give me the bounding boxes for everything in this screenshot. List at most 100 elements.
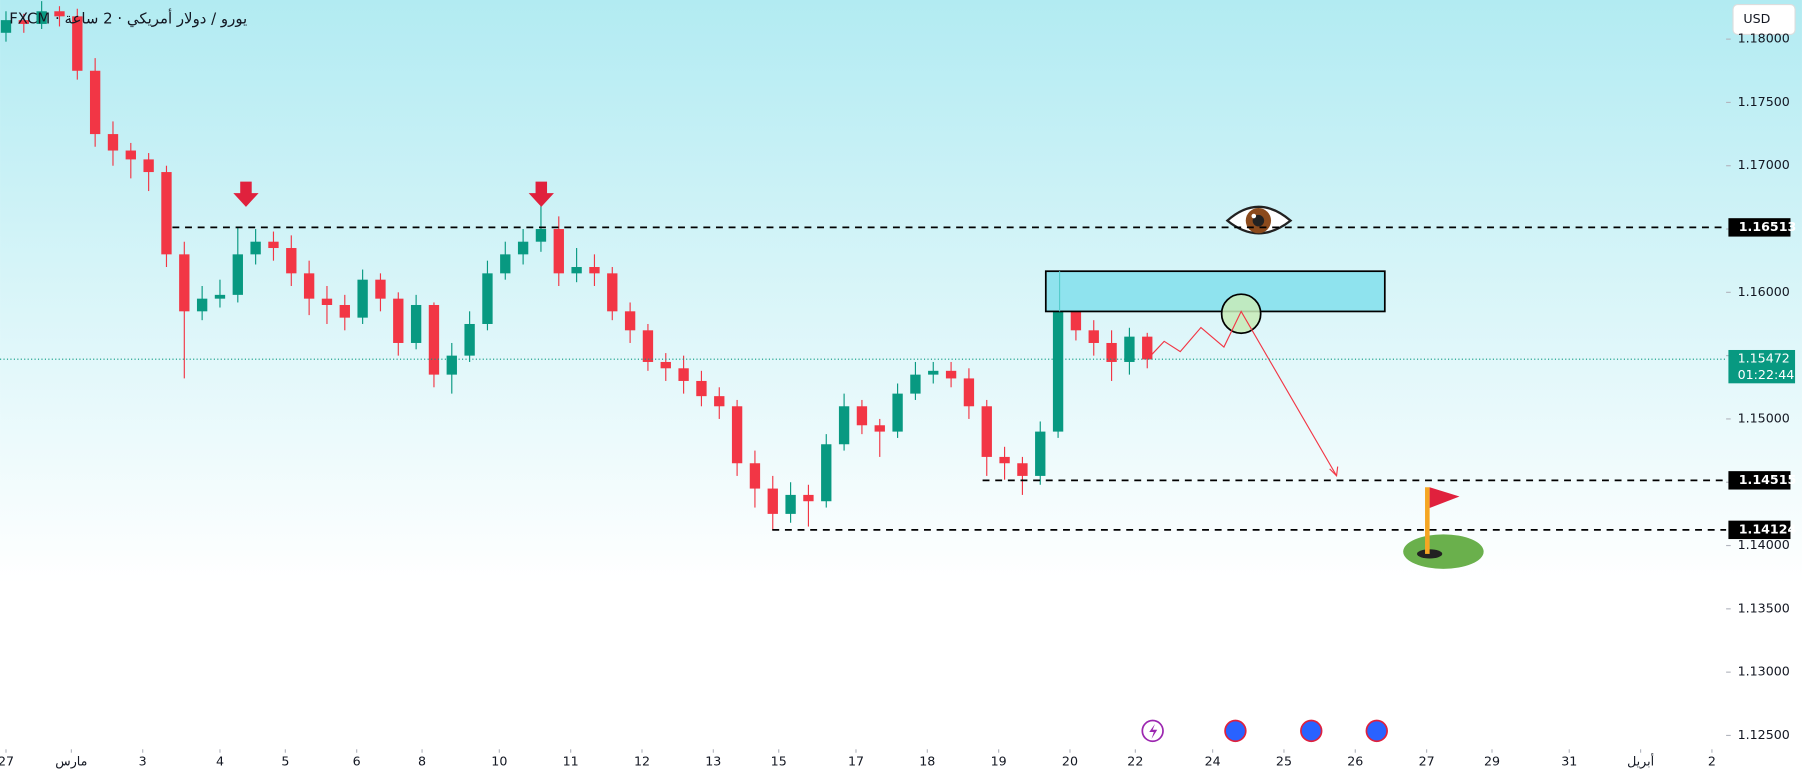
candle-body	[535, 229, 547, 242]
y-tick-label: 1.17000	[1738, 157, 1790, 172]
level-label: 1.14124	[1739, 521, 1797, 536]
down-arrow	[528, 181, 554, 207]
candle-body	[179, 254, 190, 312]
candle-body	[928, 370, 939, 375]
candle-body	[125, 150, 136, 160]
last-price-label: 1.15472	[1738, 351, 1790, 366]
candle-body	[945, 370, 957, 379]
candle-body	[1035, 431, 1046, 476]
candle-body	[963, 378, 975, 407]
x-tick-label: 27	[0, 753, 14, 768]
x-tick-label: 11	[563, 753, 579, 768]
x-tick-label: 13	[705, 753, 721, 768]
projection-path	[1146, 310, 1338, 477]
candle-body	[1017, 463, 1028, 476]
candle-body	[72, 16, 83, 71]
candle-body	[196, 298, 208, 312]
x-tick-label: مارس	[55, 753, 87, 769]
x-tick-label: 12	[634, 753, 650, 768]
candle-body	[874, 425, 885, 432]
candle-body	[999, 456, 1010, 464]
candle-body	[856, 406, 868, 426]
x-tick-label: 19	[991, 753, 1007, 768]
candle-body	[410, 304, 422, 343]
y-tick-label: 1.17500	[1738, 94, 1790, 109]
candle-body	[803, 494, 814, 502]
y-tick-label: 1.14000	[1738, 537, 1790, 552]
candle-body	[571, 267, 582, 274]
candles	[0, 1, 1153, 531]
y-tick-label: 1.16000	[1738, 284, 1790, 299]
x-tick-label: 5	[281, 753, 289, 768]
level-tag	[1728, 218, 1791, 237]
candle-body	[286, 248, 297, 274]
x-tick-label: 31	[1561, 753, 1577, 768]
y-tick-label: 1.13500	[1738, 600, 1790, 615]
candle-body	[642, 330, 654, 362]
chart-title: FXCM · يورو / دولار أمريكي · 2 ساعة	[9, 9, 247, 28]
candle-body	[393, 298, 404, 343]
y-tick-label: 1.12500	[1738, 727, 1790, 742]
candle-body	[731, 406, 743, 464]
candle-body	[357, 279, 368, 318]
candle-body	[303, 273, 315, 299]
candle-body	[1070, 311, 1082, 331]
level-label: 1.14515	[1739, 472, 1797, 487]
y-tick-label: 1.13000	[1738, 664, 1790, 679]
level-tag	[1728, 520, 1791, 540]
y-tick-label: 1.15000	[1738, 410, 1790, 425]
candle-body	[517, 241, 529, 255]
candle-body	[321, 298, 333, 305]
candle-body	[464, 323, 475, 356]
x-tick-label: 20	[1062, 753, 1078, 768]
x-tick-label: 24	[1205, 753, 1221, 768]
candle-body	[821, 444, 832, 502]
candle-body	[339, 304, 350, 318]
candle-body	[143, 159, 154, 173]
x-tick-label: 26	[1347, 753, 1363, 768]
countdown: 01:22:44	[1738, 367, 1795, 382]
x-tick-label: 27	[1419, 753, 1435, 768]
currency-button[interactable]	[1732, 4, 1796, 36]
candle-body	[892, 393, 903, 432]
candle-body	[214, 294, 226, 299]
x-tick-label: 22	[1127, 753, 1143, 768]
candle-body	[714, 396, 725, 407]
target-flag	[1403, 487, 1484, 569]
level-label: 1.16513	[1739, 219, 1797, 234]
x-tick-label: أبريل	[1627, 752, 1654, 769]
candle-body	[428, 304, 440, 375]
candle-body	[268, 241, 279, 249]
last-price-tag	[1728, 349, 1796, 384]
x-tick-label: 10	[491, 753, 507, 768]
candle-body	[1088, 330, 1099, 343]
candle-body	[624, 311, 636, 331]
x-tick-label: 4	[216, 753, 224, 768]
candle-body	[232, 254, 243, 295]
candle-body	[36, 11, 47, 24]
candle-body	[500, 254, 511, 274]
x-tick-label: 3	[139, 753, 147, 768]
candle-body	[107, 134, 119, 151]
x-tick-label: 18	[919, 753, 935, 768]
x-tick-label: 2	[1708, 753, 1716, 768]
candle-body	[553, 229, 564, 274]
candle-body	[589, 267, 600, 274]
level-tag	[1728, 471, 1791, 490]
candle-body	[1106, 342, 1117, 362]
candle-body	[838, 406, 850, 445]
projection-arrowhead	[1329, 466, 1339, 478]
x-tick-label: 6	[353, 753, 361, 768]
candle-body	[910, 374, 921, 394]
candle-body	[0, 20, 12, 33]
candle-body	[482, 273, 493, 324]
down-arrow	[233, 181, 259, 207]
candle-body	[89, 70, 101, 135]
supply-zone	[1044, 270, 1386, 313]
event-icons	[1141, 719, 1388, 743]
candle-body	[375, 279, 386, 299]
candle-body	[767, 488, 778, 514]
